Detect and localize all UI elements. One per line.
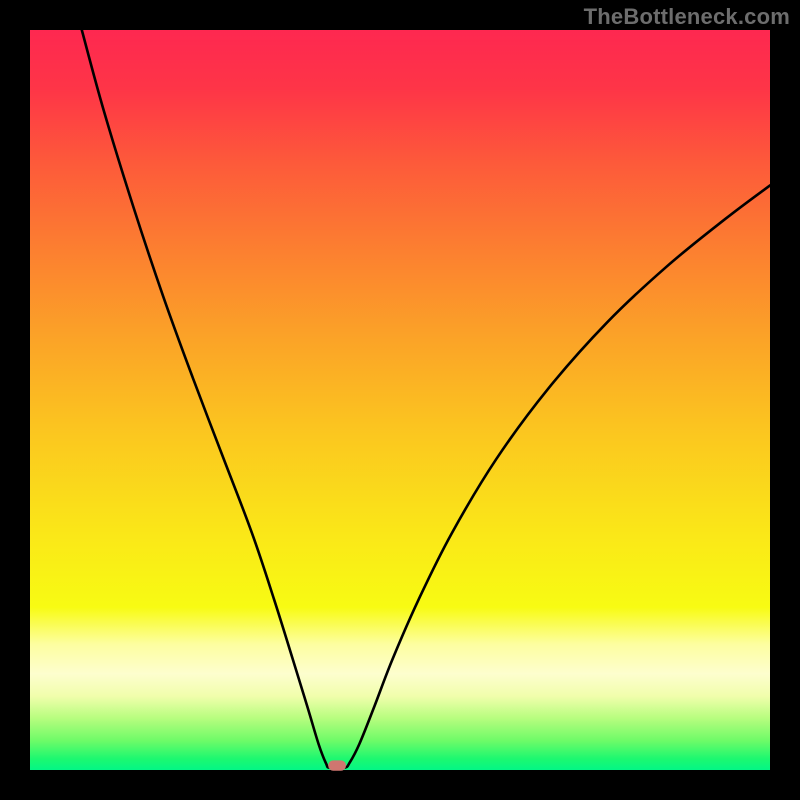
bottleneck-chart [0, 0, 800, 800]
watermark-text: TheBottleneck.com [584, 4, 790, 30]
optimum-marker [328, 760, 346, 770]
plot-background [30, 30, 770, 770]
chart-frame: TheBottleneck.com [0, 0, 800, 800]
